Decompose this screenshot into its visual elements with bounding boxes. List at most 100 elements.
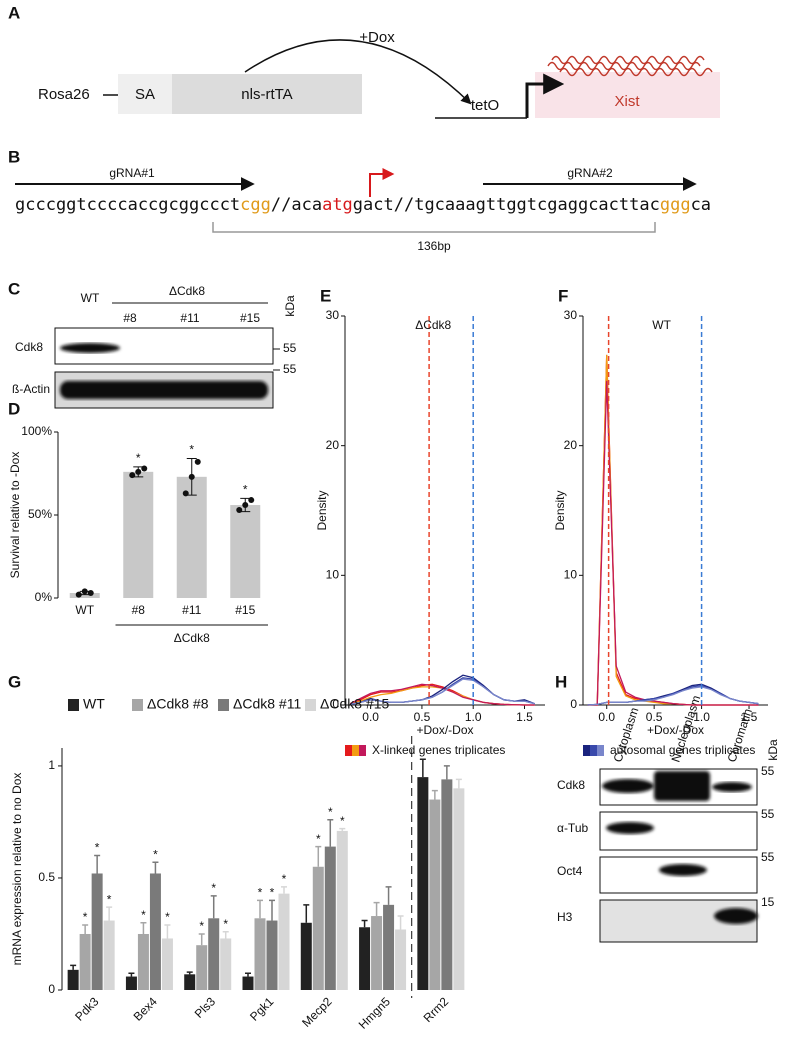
tss-arrow (525, 73, 565, 118)
x-tick-label: #8 (132, 603, 146, 617)
y-tick-label: 0 (570, 697, 577, 711)
marker-label: 55 (761, 807, 775, 821)
lane-label: #11 (180, 311, 199, 325)
x-tick-label: 0.5 (414, 710, 431, 724)
x-tick-label: 1.0 (693, 710, 710, 724)
bar (312, 866, 324, 990)
y-tick-label: 20 (326, 438, 340, 452)
error-bar (94, 854, 101, 874)
x-tick-label: 1.5 (516, 710, 533, 724)
significance: * (340, 814, 345, 828)
error-bar (455, 778, 462, 789)
y-tick-label: 30 (326, 308, 340, 322)
panel-label: B (8, 147, 20, 166)
sa-box (118, 74, 172, 114)
density-line (587, 686, 759, 706)
bar (208, 918, 220, 990)
bar (79, 933, 91, 990)
y-tick-label: 10 (564, 568, 578, 582)
significance: * (270, 886, 275, 900)
rtta-label: nls-rtTA (241, 86, 292, 103)
bar (371, 916, 383, 990)
error-bar (128, 972, 135, 977)
bar (242, 976, 254, 990)
data-point (81, 588, 88, 595)
significance: * (107, 892, 112, 906)
sequence-part: atg (322, 195, 353, 215)
bar (359, 927, 371, 990)
significance: * (243, 483, 248, 497)
rtta-box (172, 74, 362, 114)
marker-label: 15 (761, 895, 775, 909)
significance: * (189, 443, 194, 457)
y-tick-label: 1 (48, 758, 55, 772)
transcript (547, 61, 701, 71)
lane-label: #8 (123, 311, 137, 325)
start-arrow (369, 168, 395, 197)
error-bar (210, 895, 217, 919)
data-point (188, 473, 195, 480)
bar (254, 918, 266, 990)
blot-label: Cdk8 (557, 778, 585, 792)
lane-label: #15 (240, 311, 260, 325)
x-tick-label: 0.0 (362, 710, 379, 724)
blot-label: ß-Actin (12, 382, 50, 396)
density-line (349, 683, 535, 706)
sa-label: SA (135, 86, 155, 103)
bar (149, 873, 161, 990)
bar (278, 893, 290, 990)
bar (137, 933, 149, 990)
legend-label: ΔCdk8 #8 (147, 696, 209, 712)
y-axis-label: mRNA expression relative to no Dox (10, 773, 24, 966)
blot-label: H3 (557, 910, 573, 924)
bar (441, 779, 453, 990)
band (602, 779, 654, 793)
y-tick-label: 0 (48, 982, 55, 996)
group-label: ΔCdk8 (169, 284, 205, 298)
data-point (242, 502, 249, 509)
panel-label: F (558, 286, 568, 305)
deletion-label: 136bp (417, 239, 451, 253)
locus-label: Rosa26 (38, 86, 90, 103)
blot-label: α-Tub (557, 821, 588, 835)
legend-swatch (68, 699, 79, 711)
x-tick-label: 1.5 (741, 710, 758, 724)
x-tick-label: 0.5 (646, 710, 663, 724)
panel-label: D (8, 399, 20, 418)
data-point (182, 490, 189, 497)
y-tick-label: 30 (564, 308, 578, 322)
band (659, 864, 707, 876)
marker-label: 55 (761, 850, 775, 864)
legend-label: ΔCdk8 #11 (233, 696, 301, 712)
error-bar (385, 886, 392, 905)
induction-arrow (244, 39, 472, 105)
significance: * (211, 881, 216, 895)
x-tick-label: Rrm2 (421, 994, 452, 1025)
bar (123, 471, 154, 598)
bar (300, 922, 312, 990)
deletion-bracket (212, 222, 656, 233)
group-label: ΔCdk8 (174, 631, 210, 645)
panel-a: A Rosa26 SA nls-rtTA +Dox tetO Xist (8, 3, 720, 119)
panel-label: G (8, 672, 21, 691)
bar (453, 788, 465, 990)
data-point (141, 465, 148, 472)
legend-swatch (218, 699, 229, 711)
band (712, 782, 752, 792)
y-axis-label: Density (553, 490, 567, 530)
data-point (129, 472, 136, 479)
y-tick-label: 0.5 (38, 870, 55, 884)
gene-label: Xist (614, 93, 640, 110)
error-bar (70, 964, 77, 970)
transcripts (547, 55, 713, 77)
band (714, 908, 758, 924)
grna-label: gRNA#2 (567, 166, 613, 180)
density-line (587, 380, 759, 706)
marker-label: 55 (283, 362, 297, 376)
y-tick-label: 50% (28, 507, 52, 521)
x-tick-label: 1.0 (465, 710, 482, 724)
error-bar (186, 971, 193, 975)
sequence-part: gact//tgcaaagttggtcgaggcacttac (353, 195, 660, 215)
lane-label: WT (81, 291, 100, 305)
